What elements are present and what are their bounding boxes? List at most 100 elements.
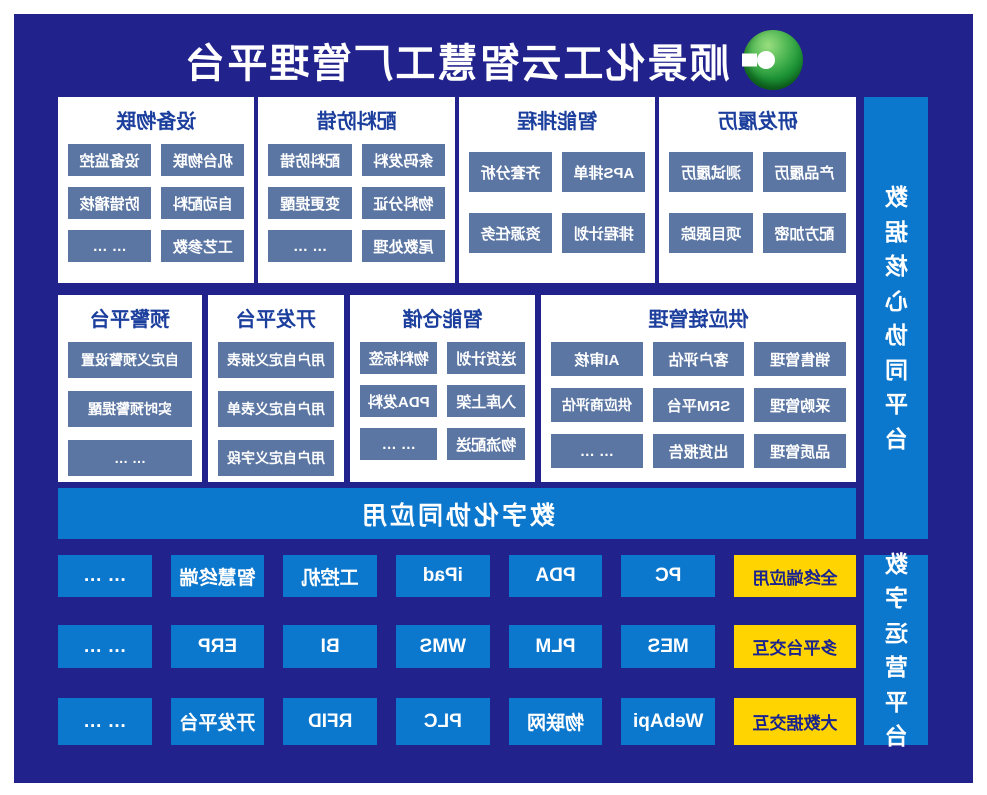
module-chip: 设备监控 <box>68 144 152 176</box>
device-chip: … … <box>57 698 152 745</box>
device-chip: RFID <box>283 698 377 745</box>
card-title: 配料防错 <box>316 111 397 133</box>
module-chip: 测试履历 <box>669 152 753 192</box>
card-title: 智能排程 <box>517 111 598 133</box>
module-chip: … … <box>68 230 152 262</box>
module-chip: 变更提醒 <box>268 187 352 219</box>
module-chip: … … <box>68 440 192 476</box>
module-chip: 机台物联 <box>161 144 245 176</box>
row-gap <box>58 283 856 295</box>
card-title: 研发履历 <box>717 111 798 133</box>
card-title: 预警平台 <box>90 309 170 331</box>
module-chip: 出货报告 <box>652 434 745 468</box>
module-chip: 配方加密 <box>762 213 846 253</box>
card-alert-platform: 预警平台 自定义预警设置 实时预警提醒 … … <box>58 295 202 482</box>
module-chip: SRM平台 <box>652 388 745 422</box>
device-chip: WMS <box>395 625 490 668</box>
device-chip: 物联网 <box>508 698 603 745</box>
module-chip: 实时预警提醒 <box>68 391 192 427</box>
module-chip: 资源任务 <box>469 213 553 253</box>
module-chip: 客户评估 <box>652 342 745 376</box>
module-chip: … … <box>268 230 352 262</box>
module-chip: 物流配送 <box>447 428 525 460</box>
module-chip: 用户自定义字段 <box>218 440 334 476</box>
device-row-terminals: 全终端应用 PC PDA iPad 工控机 智慧终端 … … <box>57 555 856 597</box>
card-smart-scheduling: 智能排程 APS排单 齐套分析 排程计划 资源任务 <box>459 97 656 283</box>
module-chip: 配料防错 <box>268 144 352 176</box>
cards-row-2: 供应链管理 销售管理 客户评估 AI审核 采购管理 SRM平台 供应商评估 品质… <box>58 295 856 482</box>
module-chip: 用户自定义表单 <box>218 391 334 427</box>
device-chip: … … <box>57 555 152 597</box>
card-grid: 机台物联 设备监控 自动配料 防错稽核 工艺参数 … … <box>68 144 245 262</box>
highlight-chip: 多平台交互 <box>734 625 856 668</box>
platform-diagram-panel: 顺景化工云智慧工厂管理平台 数据核心协同平台 数字运营平台 研发履历 产品履历 <box>14 14 973 783</box>
card-title: 开发平台 <box>236 309 316 331</box>
module-chip: 入库上架 <box>447 385 525 417</box>
module-chip: 物料标签 <box>360 342 438 374</box>
device-chip: PLC <box>395 698 490 745</box>
module-chip: 采购管理 <box>754 388 846 422</box>
side-rail-data-core-label: 数据核心协同平台 <box>884 184 908 452</box>
device-row-integration: 大数据交互 WebApi 物联网 PLC RFID 开发平台 … … <box>57 698 856 745</box>
card-equipment-iot: 设备物联 机台物联 设备监控 自动配料 防错稽核 工艺参数 … … <box>58 97 255 283</box>
highlight-chip: 全终端应用 <box>734 555 856 597</box>
module-chip: 销售管理 <box>754 342 846 376</box>
card-grid: 产品履历 测试履历 配方加密 项目跟踪 <box>669 152 846 253</box>
module-chip: 排程计划 <box>562 213 646 253</box>
module-chip: … … <box>551 434 643 468</box>
device-chip: ERP <box>170 625 265 668</box>
device-chip: PC <box>621 555 715 597</box>
module-chip: AI审核 <box>551 342 643 376</box>
device-row-systems: 多平台交互 MES PLM WMS BI ERP … … <box>57 625 856 668</box>
module-chip: APS排单 <box>562 152 646 192</box>
module-chip: 品质管理 <box>754 434 846 468</box>
side-rail-data-core: 数据核心协同平台 <box>864 97 928 539</box>
device-chip: PLM <box>508 625 603 668</box>
device-chip: iPad <box>395 555 490 597</box>
module-chip: 供应商评估 <box>551 388 643 422</box>
device-chip: WebApi <box>621 698 715 745</box>
side-rail-digital-ops: 数字运营平台 <box>864 551 928 749</box>
module-chip: 尾数处理 <box>361 230 445 262</box>
module-chip: … … <box>360 428 438 460</box>
logo-stub-icon <box>742 53 758 67</box>
highlight-chip: 大数据交互 <box>734 698 856 745</box>
card-rd-history: 研发履历 产品履历 测试履历 配方加密 项目跟踪 <box>659 97 856 283</box>
card-grid: APS排单 齐套分析 排程计划 资源任务 <box>469 152 646 253</box>
module-chip: 工艺参数 <box>161 230 245 262</box>
page-title: 顺景化工云智慧工厂管理平台 <box>183 42 730 86</box>
module-chip: 自定义预警设置 <box>68 342 192 378</box>
device-chip: 智慧终端 <box>170 555 265 597</box>
card-grid: 条码发料 配料防错 物料分证 变更提醒 尾数处理 … … <box>268 144 445 262</box>
logo-ring-icon <box>757 51 776 69</box>
card-smart-warehouse: 智能仓储 送货计划 物料标签 入库上架 PDA发料 物流配送 … … <box>350 295 535 482</box>
cards-row-1: 研发履历 产品履历 测试履历 配方加密 项目跟踪 智能排程 APS排单 齐套分析 <box>58 97 856 283</box>
content: 数据核心协同平台 数字运营平台 研发履历 产品履历 测试履历 配方加密 项 <box>57 97 928 749</box>
card-supply-chain: 供应链管理 销售管理 客户评估 AI审核 采购管理 SRM平台 供应商评估 品质… <box>541 295 856 482</box>
banner-label: 数字化协同应用 <box>359 501 556 530</box>
card-batching-error-proofing: 配料防错 条码发料 配料防错 物料分证 变更提醒 尾数处理 … … <box>258 97 455 283</box>
device-chip: 开发平台 <box>170 698 265 745</box>
card-grid: 销售管理 客户评估 AI审核 采购管理 SRM平台 供应商评估 品质管理 出货报… <box>551 342 846 468</box>
device-chip: MES <box>621 625 715 668</box>
card-title: 供应链管理 <box>648 309 749 331</box>
main-column: 研发履历 产品履历 测试履历 配方加密 项目跟踪 智能排程 APS排单 齐套分析 <box>57 97 856 745</box>
card-dev-platform: 开发平台 用户自定义报表 用户自定义表单 用户自定义字段 <box>208 295 344 482</box>
module-chip: 项目跟踪 <box>669 213 753 253</box>
card-title: 设备物联 <box>116 111 197 133</box>
card-grid: 用户自定义报表 用户自定义表单 用户自定义字段 <box>218 342 334 476</box>
card-grid: 送货计划 物料标签 入库上架 PDA发料 物流配送 … … <box>360 342 525 460</box>
module-chip: 用户自定义报表 <box>218 342 334 378</box>
device-chip: BI <box>283 625 377 668</box>
device-chip: … … <box>57 625 152 668</box>
digital-collaboration-banner: 数字化协同应用 <box>58 488 856 539</box>
device-chip: 工控机 <box>283 555 377 597</box>
side-rail-digital-ops-label: 数字运营平台 <box>884 550 908 750</box>
module-chip: 齐套分析 <box>469 152 553 192</box>
module-chip: 防错稽核 <box>68 187 152 219</box>
module-chip: 条码发料 <box>361 144 445 176</box>
device-chip: PDA <box>508 555 603 597</box>
card-grid: 自定义预警设置 实时预警提醒 … … <box>68 342 192 476</box>
side-rail-column: 数据核心协同平台 数字运营平台 <box>864 97 928 749</box>
company-logo-icon <box>742 30 804 90</box>
